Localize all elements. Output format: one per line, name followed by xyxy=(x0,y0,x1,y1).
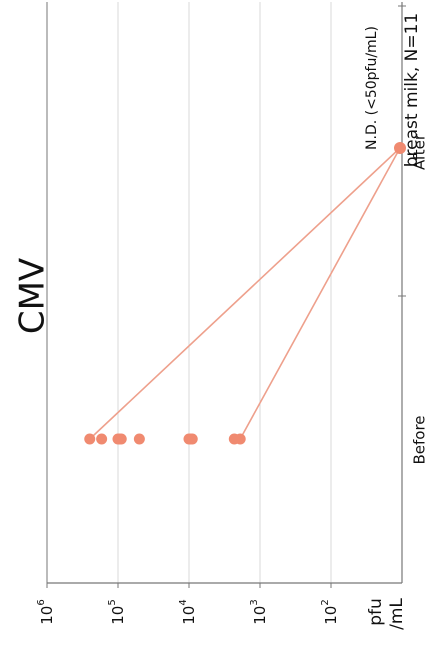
connector-lines xyxy=(89,147,401,440)
data-point-before xyxy=(84,433,96,445)
value-tick-label: 105 xyxy=(107,599,127,624)
nd-annotation: N.D. (<50pfu/mL) xyxy=(364,26,380,150)
data-point-before xyxy=(115,433,127,445)
data-point-before xyxy=(96,433,108,445)
chart-title: CMV xyxy=(13,258,53,334)
labels: 106 105 104 103 102 pfu/mL CMV breast milk, N=1… xyxy=(13,13,428,630)
before-after-line xyxy=(239,147,401,440)
value-tick-label: 106 xyxy=(36,599,56,624)
before-after-line xyxy=(89,147,401,440)
data-point-before xyxy=(234,433,246,445)
y-axis-label-line2: /mL xyxy=(387,598,407,630)
category-label-after: After xyxy=(411,133,428,170)
grid-lines xyxy=(117,2,332,583)
value-tick-label: 104 xyxy=(178,599,198,624)
data-point-before xyxy=(186,433,198,445)
data-points xyxy=(84,142,406,445)
value-tick-label: 103 xyxy=(249,599,269,624)
category-label-before: Before xyxy=(411,415,428,464)
axes xyxy=(46,2,406,588)
data-point-before xyxy=(133,433,145,445)
y-axis-label-line1: pfu xyxy=(366,598,386,626)
data-point-after-nd xyxy=(394,142,406,154)
chart-subtitle: breast milk, N=11 xyxy=(402,13,422,167)
value-tick-label: 102 xyxy=(320,599,340,624)
